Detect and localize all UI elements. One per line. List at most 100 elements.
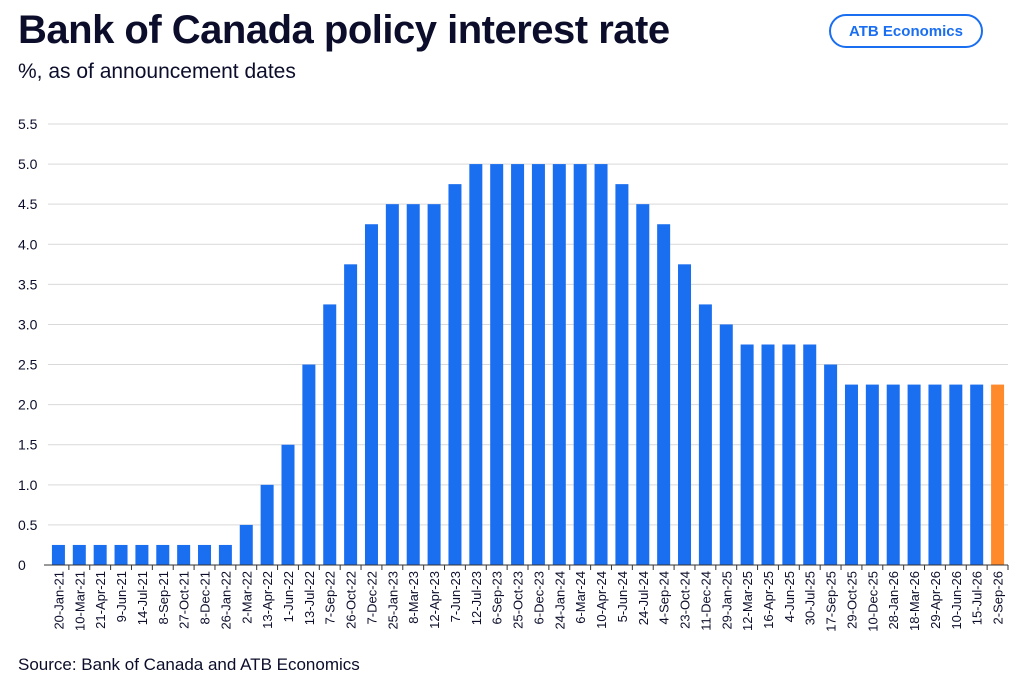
y-tick-label: 0.5: [18, 517, 38, 533]
y-tick-label: 2.0: [18, 397, 38, 413]
bar-26-Oct-22: [344, 264, 358, 565]
bar-10-Jun-26: [949, 384, 963, 565]
chart-title: Bank of Canada policy interest rate: [18, 8, 670, 52]
bar-20-Jan-21: [51, 544, 65, 565]
x-tick-label: 9-Jun-21: [114, 571, 129, 622]
x-tick-label: 12-Jul-23: [469, 571, 484, 625]
bar-7-Sep-22: [323, 304, 337, 565]
x-tick-label: 27-Oct-21: [177, 571, 192, 629]
bar-10-Mar-21: [72, 544, 86, 565]
x-tick-label: 4-Jun-25: [782, 571, 797, 622]
x-tick-label: 17-Sep-25: [824, 571, 839, 632]
x-tick-label: 30-Jul-25: [803, 571, 818, 625]
x-tick-label: 10-Mar-21: [72, 571, 87, 631]
x-tick-label: 12-Mar-25: [740, 571, 755, 631]
bar-10-Dec-25: [865, 384, 879, 565]
x-tick-label: 20-Jan-21: [51, 571, 66, 630]
x-tick-label: 25-Oct-23: [511, 571, 526, 629]
x-tick-label: 23-Oct-24: [678, 571, 693, 629]
y-tick-label: 5.0: [18, 156, 38, 172]
y-tick-label: 2.5: [18, 357, 38, 373]
bar-13-Jul-22: [302, 364, 316, 565]
bar-17-Sep-25: [824, 364, 838, 565]
bar-30-Jul-25: [803, 344, 817, 565]
bar-2-Sep-26: [991, 384, 1005, 565]
x-tick-label: 7-Jun-23: [448, 571, 463, 622]
x-tick-label: 10-Apr-24: [594, 571, 609, 629]
bar-4-Jun-25: [782, 344, 796, 565]
bar-24-Jul-24: [636, 204, 650, 565]
bar-12-Apr-23: [427, 204, 441, 565]
bar-8-Dec-21: [198, 544, 212, 565]
brand-badge: ATB Economics: [829, 14, 983, 48]
x-tick-label: 29-Jan-25: [719, 571, 734, 630]
bar-27-Oct-21: [177, 544, 191, 565]
x-tick-label: 28-Jan-26: [886, 571, 901, 630]
y-tick-label: 1.5: [18, 437, 38, 453]
bar-7-Dec-22: [364, 224, 378, 566]
bar-12-Mar-25: [740, 344, 754, 565]
x-tick-label: 4-Sep-24: [657, 571, 672, 624]
x-tick-label: 10-Jun-26: [949, 571, 964, 630]
y-tick-label: 0: [18, 557, 26, 573]
x-tick-label: 1-Jun-22: [281, 571, 296, 622]
x-tick-label: 24-Jul-24: [636, 571, 651, 625]
bar-13-Apr-22: [260, 484, 274, 565]
bar-28-Jan-26: [886, 384, 900, 565]
bar-29-Apr-26: [928, 384, 942, 565]
bar-4-Sep-24: [657, 224, 671, 566]
x-tick-label: 2-Sep-26: [991, 571, 1006, 624]
source-note: Source: Bank of Canada and ATB Economics: [18, 655, 360, 674]
x-tick-label: 18-Mar-26: [907, 571, 922, 631]
x-tick-label: 8-Mar-23: [406, 571, 421, 624]
x-tick-label: 12-Apr-23: [427, 571, 442, 629]
bar-29-Jan-25: [719, 324, 733, 565]
y-tick-label: 4.5: [18, 196, 38, 212]
x-tick-label: 11-Dec-24: [698, 571, 713, 631]
x-tick-label: 16-Apr-25: [761, 571, 776, 629]
bar-15-Jul-26: [970, 384, 984, 565]
x-tick-label: 7-Dec-22: [364, 571, 379, 624]
bar-26-Jan-22: [218, 544, 232, 565]
x-tick-label: 8-Sep-21: [156, 571, 171, 624]
x-tick-label: 21-Apr-21: [93, 571, 108, 629]
x-tick-label: 6-Dec-23: [531, 571, 546, 624]
bar-5-Jun-24: [615, 184, 629, 565]
bar-6-Mar-24: [573, 164, 587, 565]
bar-7-Jun-23: [448, 184, 462, 565]
bar-14-Jul-21: [135, 544, 149, 565]
chart-subtitle: %, as of announcement dates: [18, 60, 296, 83]
bar-25-Jan-23: [385, 204, 399, 565]
y-tick-label: 5.5: [18, 116, 38, 132]
y-tick-label: 3.5: [18, 276, 38, 292]
bar-21-Apr-21: [93, 544, 107, 565]
bar-24-Jan-24: [552, 164, 566, 565]
x-tick-label: 10-Dec-25: [865, 571, 880, 632]
y-tick-label: 3.0: [18, 316, 38, 332]
x-tick-label: 26-Jan-22: [218, 571, 233, 630]
x-tick-label: 5-Jun-24: [615, 571, 630, 622]
y-tick-label: 4.0: [18, 236, 38, 252]
x-tick-label: 6-Mar-24: [573, 571, 588, 624]
x-tick-label: 6-Sep-23: [490, 571, 505, 624]
bar-2-Mar-22: [239, 524, 253, 565]
bar-29-Oct-25: [844, 384, 858, 565]
bar-6-Sep-23: [490, 164, 504, 565]
bar-23-Oct-24: [678, 264, 692, 565]
bar-11-Dec-24: [698, 304, 712, 565]
x-tick-label: 14-Jul-21: [135, 571, 150, 625]
y-axis-ticks: 0 0.5 1.0 1.5 2.0 2.5 3.0 3.5 4.0 4.5 5.0 5.5: [18, 116, 38, 573]
bar-10-Apr-24: [594, 164, 608, 565]
x-tick-label: 24-Jan-24: [552, 571, 567, 630]
bar-18-Mar-26: [907, 384, 921, 565]
bar-8-Mar-23: [406, 204, 420, 565]
x-tick-label: 29-Apr-26: [928, 571, 943, 629]
x-tick-label: 26-Oct-22: [344, 571, 359, 629]
x-tick-label: 8-Dec-21: [198, 571, 213, 624]
bar-16-Apr-25: [761, 344, 775, 565]
bar-8-Sep-21: [156, 544, 170, 565]
x-axis-ticks: 20-Jan-21 10-Mar-21 21-Apr-21 9-Jun-21 14-Ju…: [51, 565, 1009, 632]
x-tick-label: 29-Oct-25: [844, 571, 859, 629]
bar-1-Jun-22: [281, 444, 295, 565]
x-tick-label: 15-Jul-26: [970, 571, 985, 625]
